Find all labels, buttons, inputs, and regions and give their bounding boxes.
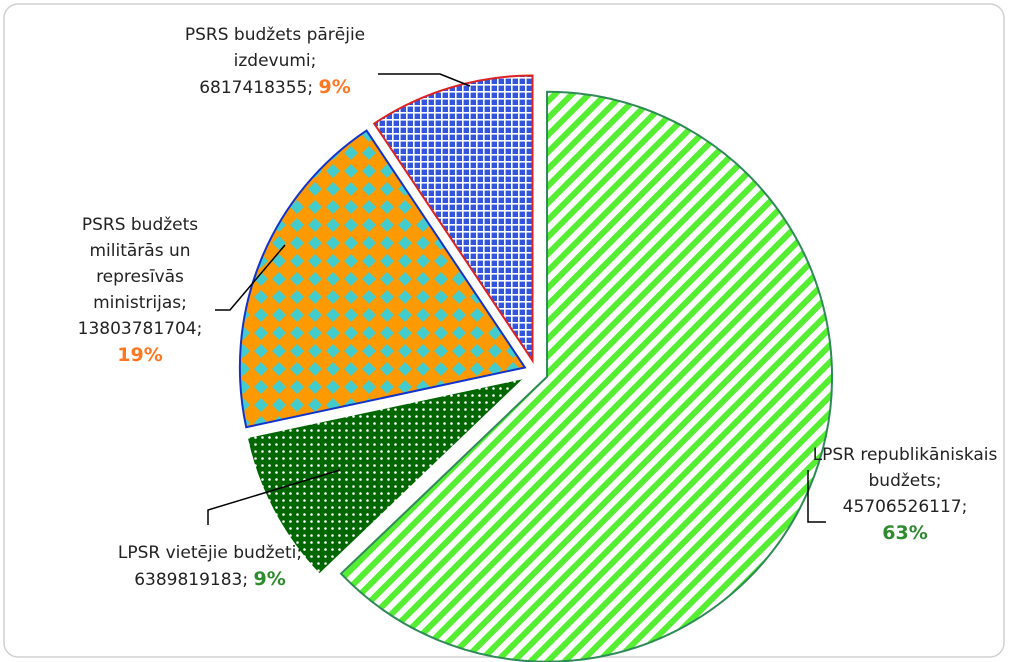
percent-label: 9%	[253, 568, 286, 590]
category-label: PSRS budžets pārējie izdevumi	[184, 25, 366, 71]
pie-slice	[372, 74, 534, 364]
percent-label: 19%	[117, 344, 163, 366]
pie-slice	[245, 375, 529, 577]
percent-label: 63%	[882, 522, 928, 544]
value-label: 6817418355	[199, 78, 308, 98]
leader-line	[807, 470, 826, 523]
slice-label: LPSR vietējie budžeti; 6389819183; 9%	[117, 543, 303, 590]
value-label: 6389819183	[134, 570, 243, 590]
value-label: 45706526117	[842, 497, 962, 517]
pie-slice	[339, 90, 834, 662]
slice-label: LPSR republikāniskais budžets; 457065261…	[812, 445, 998, 544]
category-label: LPSR republikāniskais budžets	[812, 445, 998, 491]
percent-label: 9%	[318, 76, 351, 98]
category-label: PSRS budžets militārās un represīvās min…	[81, 215, 199, 313]
leader-line	[207, 469, 341, 525]
slice-label: PSRS budžets pārējie izdevumi; 681741835…	[184, 25, 366, 98]
slices	[238, 74, 834, 662]
leader-line	[215, 244, 286, 311]
value-label: 13803781704	[77, 319, 197, 339]
slice-label: PSRS budžets militārās un represīvās min…	[77, 215, 203, 366]
category-label: LPSR vietējie budžeti	[117, 543, 297, 563]
leader-line	[378, 73, 471, 87]
pie-slice	[238, 129, 527, 429]
